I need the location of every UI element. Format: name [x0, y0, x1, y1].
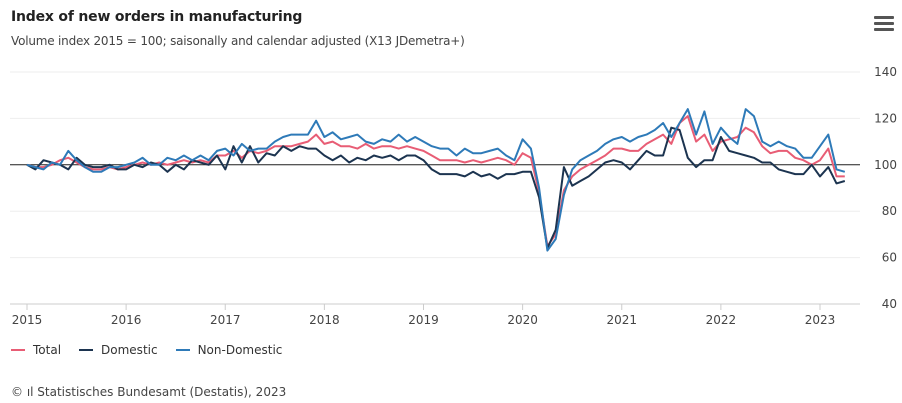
- source-credit: © ıl Statistisches Bundesamt (Destatis),…: [11, 385, 287, 399]
- x-tick-label: 2017: [210, 313, 241, 327]
- chart-title: Index of new orders in manufacturing: [11, 9, 303, 25]
- x-tick-label: 2021: [606, 313, 637, 327]
- x-tick-label: 2019: [408, 313, 439, 327]
- x-tick-label: 2020: [507, 313, 538, 327]
- y-tick-label: 40: [882, 297, 897, 311]
- legend-item-non-domestic[interactable]: Non-Domestic: [175, 343, 283, 357]
- x-tick-label: 2023: [805, 313, 836, 327]
- chart-subtitle: Volume index 2015 = 100; saisonally and …: [11, 34, 465, 48]
- legend-label: Total: [33, 343, 62, 357]
- y-tick-label: 100: [874, 158, 897, 172]
- y-tick-label: 140: [874, 65, 897, 79]
- legend-label: Domestic: [101, 343, 158, 357]
- hamburger-icon[interactable]: [874, 16, 894, 34]
- legend: Total Domestic Non-Domestic: [11, 343, 282, 357]
- x-tick-label: 2016: [111, 313, 142, 327]
- series-line-domestic: [26, 126, 846, 250]
- x-tick-label: 2015: [12, 313, 43, 327]
- legend-label: Non-Domestic: [197, 343, 283, 357]
- x-tick-label: 2022: [706, 313, 737, 327]
- legend-item-total[interactable]: Total: [11, 343, 61, 357]
- x-tick-label: 2018: [309, 313, 340, 327]
- series-line-total: [26, 115, 845, 247]
- y-tick-label: 120: [874, 111, 897, 125]
- series-line-non-domestic: [26, 108, 846, 252]
- line-chart: 40 60 80 100 120 140 2015 2016 2017 2018 2019 2020 2…: [10, 65, 897, 327]
- legend-item-domestic[interactable]: Domestic: [79, 343, 158, 357]
- y-tick-label: 80: [882, 204, 897, 218]
- y-tick-label: 60: [882, 251, 897, 265]
